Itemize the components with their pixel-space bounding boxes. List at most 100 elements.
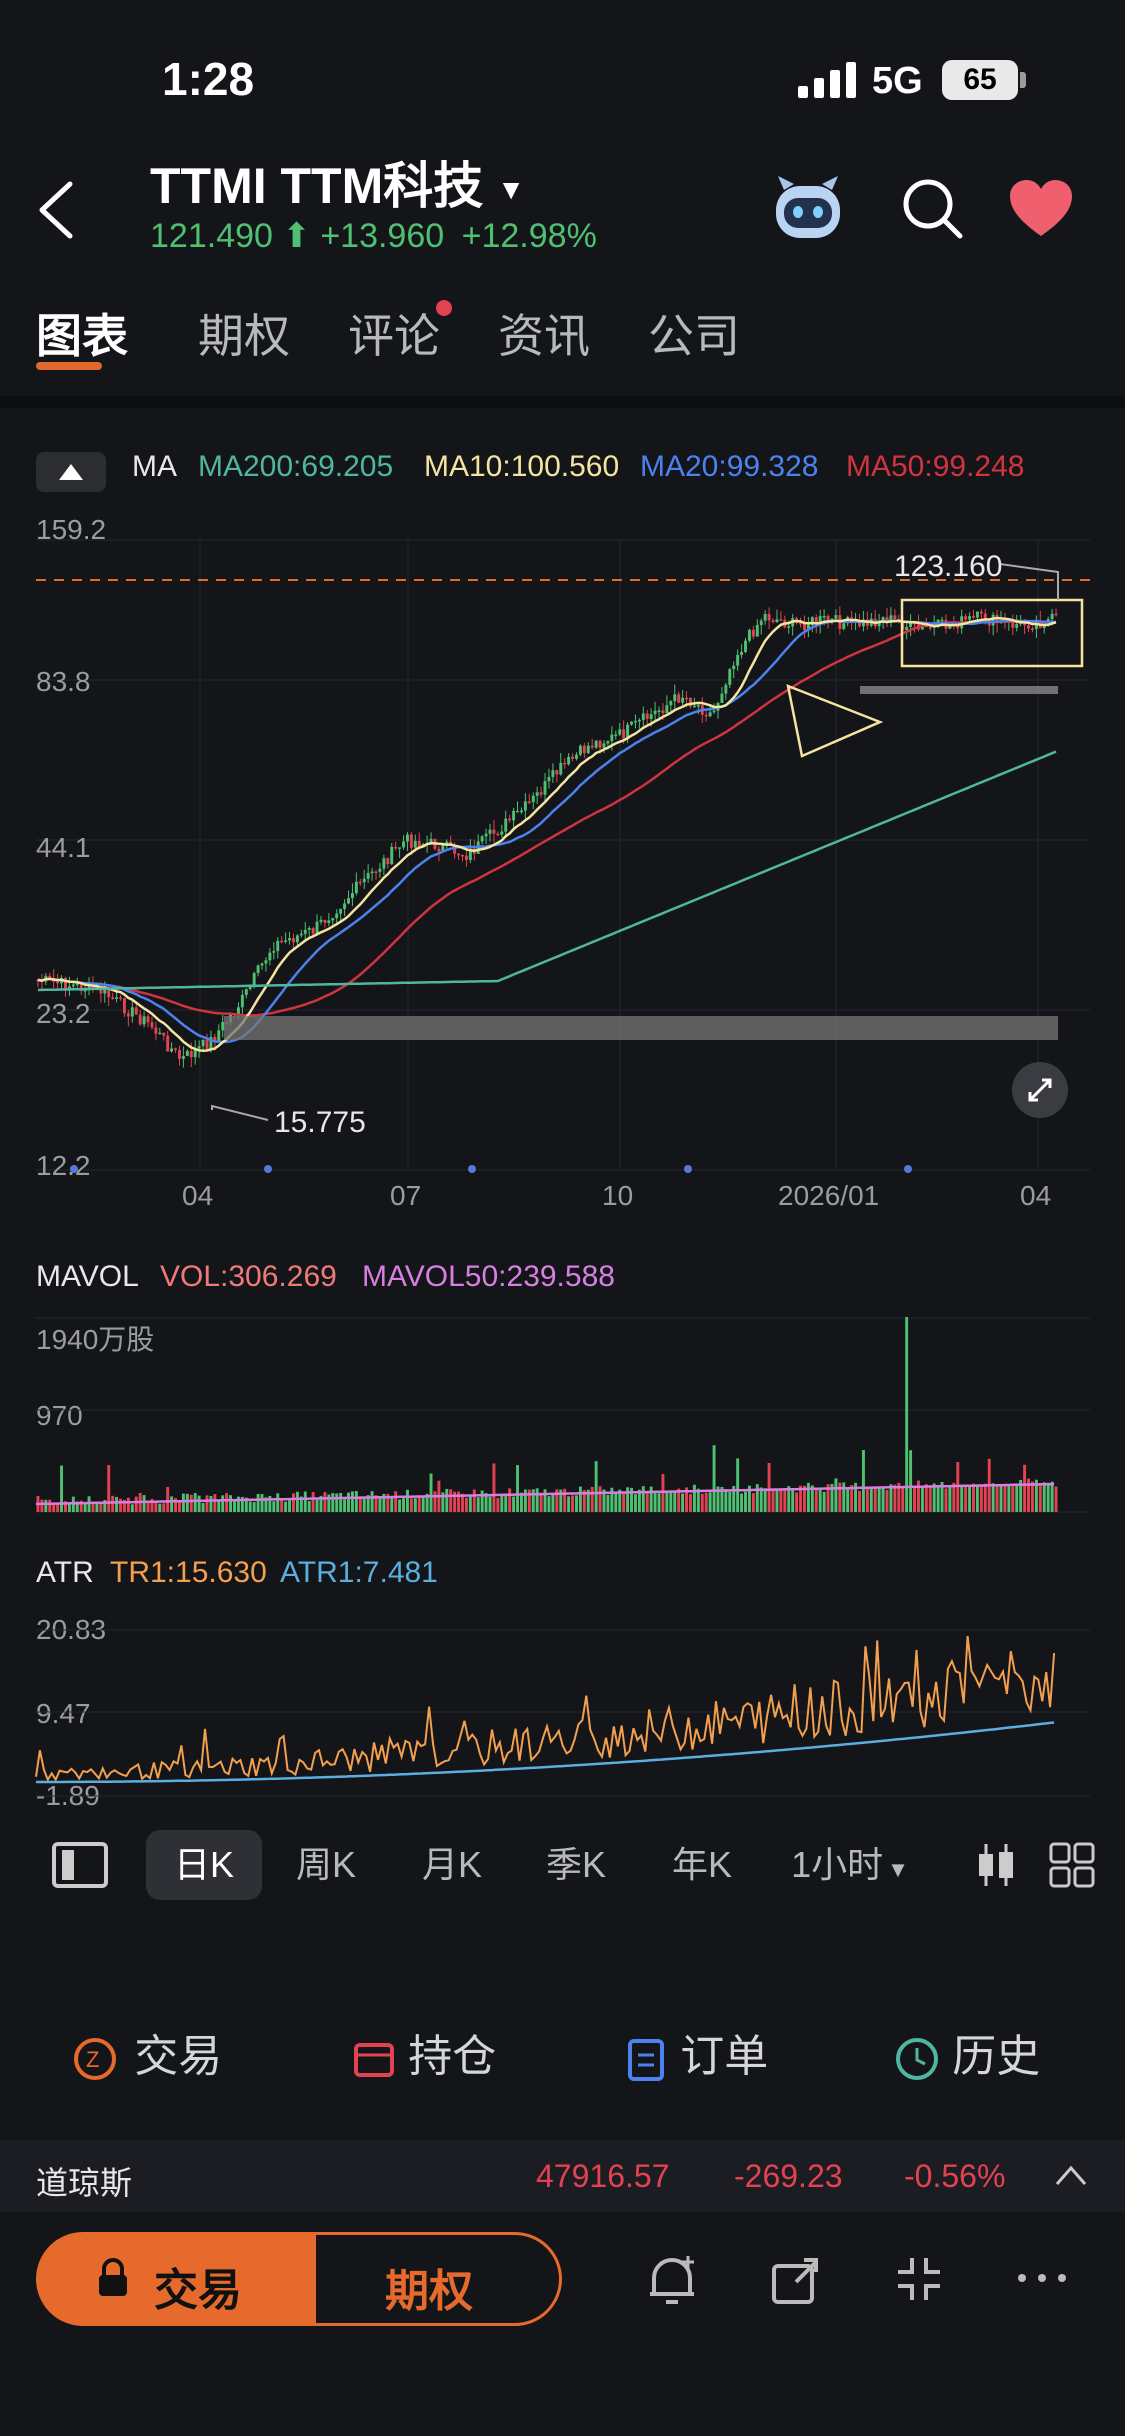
candlestick-icon[interactable]: [974, 1840, 1018, 1890]
candle-body: [645, 713, 649, 719]
candle-body: [940, 619, 944, 622]
collapse-indicator-button[interactable]: [36, 452, 106, 492]
trade-icon: Z: [74, 2038, 116, 2081]
period-month[interactable]: 月K: [421, 1844, 482, 1885]
candle-body: [618, 729, 622, 735]
tab-comments[interactable]: 评论: [348, 310, 440, 362]
period-hour[interactable]: 1小时 ▼: [780, 1830, 920, 1900]
candle-body: [744, 640, 747, 652]
candle-body: [755, 624, 759, 637]
search-icon[interactable]: [900, 176, 964, 240]
candle-body: [307, 928, 311, 930]
candle-body: [826, 615, 830, 621]
candle-body: [56, 981, 60, 984]
volume-bar: [433, 1491, 437, 1512]
action-orders[interactable]: 订单: [624, 2020, 768, 2084]
candle-body: [166, 1035, 170, 1052]
candle-body: [158, 1032, 162, 1035]
period-year[interactable]: 年K: [671, 1844, 732, 1885]
expand-icon[interactable]: [1012, 1062, 1068, 1118]
volume-bar: [343, 1499, 347, 1512]
mavol-label: MAVOL: [36, 1260, 139, 1293]
candle-body: [272, 951, 276, 953]
options-button[interactable]: 期权: [290, 2232, 562, 2326]
action-trade[interactable]: Z 交易: [72, 2020, 222, 2084]
candle-body: [803, 623, 806, 631]
volume-bar: [653, 1491, 657, 1512]
x-tick: 04: [1020, 1180, 1052, 1211]
candle-body: [893, 615, 897, 620]
period-day[interactable]: 日K: [146, 1830, 262, 1900]
volume-bar: [268, 1495, 272, 1512]
collapse-screen-icon[interactable]: [894, 2254, 944, 2304]
candle-body: [1054, 613, 1058, 616]
tab-chart[interactable]: 图表: [36, 310, 128, 362]
volume-bar: [75, 1501, 79, 1512]
volume-bar: [889, 1484, 893, 1512]
candle-body: [260, 963, 264, 966]
chevron-up-icon[interactable]: [1054, 2162, 1088, 2188]
volume-bar: [649, 1486, 653, 1512]
volume-bar: [319, 1495, 323, 1512]
volume-bar: [366, 1495, 370, 1512]
dropdown-caret-icon: ▼: [887, 1857, 909, 1882]
candle-body: [492, 829, 496, 834]
favorite-heart-icon[interactable]: [1008, 178, 1074, 238]
volume-bar: [347, 1492, 350, 1512]
more-icon[interactable]: [1016, 2270, 1068, 2286]
candle-body: [594, 740, 598, 748]
candle-body: [362, 878, 366, 883]
candle-body: [551, 770, 555, 777]
candle-body: [354, 881, 358, 894]
trade-button[interactable]: 交易: [36, 2232, 316, 2326]
volume-bar: [362, 1496, 366, 1512]
share-icon[interactable]: [770, 2252, 822, 2308]
action-history[interactable]: 历史: [894, 2020, 1040, 2084]
candle-body: [122, 998, 126, 1014]
index-ticker[interactable]: 道琼斯 47916.57 -269.23 -0.56%: [0, 2140, 1125, 2212]
volume-bar: [189, 1494, 193, 1512]
volume-bar: [1011, 1486, 1015, 1512]
tab-news[interactable]: 资讯: [498, 310, 590, 362]
layout-toggle-icon[interactable]: [50, 1840, 110, 1890]
candle-body: [417, 840, 421, 848]
stock-title[interactable]: TTMI TTM科技 ▼: [150, 146, 525, 218]
signal-icon: [798, 62, 856, 98]
volume-bar: [398, 1499, 402, 1512]
event-dot: [904, 1165, 912, 1173]
tab-options[interactable]: 期权: [198, 310, 290, 362]
candle-body: [861, 619, 865, 627]
volume-bar: [1034, 1479, 1038, 1512]
candle-body: [138, 1014, 142, 1025]
candle-body: [571, 756, 575, 759]
bell-add-icon[interactable]: [644, 2250, 700, 2310]
candle-body: [134, 1007, 138, 1015]
volume-bar: [834, 1478, 838, 1512]
candle-body: [468, 848, 472, 860]
volume-bar: [315, 1499, 319, 1512]
candle-body: [484, 833, 488, 837]
volume-bar: [225, 1493, 229, 1512]
candle-body: [366, 872, 370, 879]
robot-assistant-icon[interactable]: [770, 172, 846, 242]
back-arrow-icon[interactable]: [36, 180, 76, 240]
candle-body: [252, 973, 256, 986]
action-trade-label: 交易: [134, 2032, 223, 2081]
price-chart[interactable]: [0, 500, 1125, 1240]
volume-bar: [673, 1491, 677, 1512]
grid-icon[interactable]: [1048, 1840, 1096, 1890]
volume-bar: [453, 1491, 457, 1512]
action-positions[interactable]: 持仓: [352, 2020, 496, 2084]
period-week[interactable]: 周K: [295, 1844, 356, 1885]
candle-body: [590, 745, 594, 748]
volume-bar: [1054, 1486, 1058, 1512]
volume-bar: [779, 1489, 783, 1512]
tab-company[interactable]: 公司: [648, 310, 740, 362]
volume-bar: [830, 1483, 834, 1512]
period-hour-label: 1小时: [791, 1844, 884, 1885]
volume-bar: [897, 1482, 901, 1512]
volume-bar: [905, 1317, 909, 1512]
candle-body: [673, 694, 677, 702]
period-quarter[interactable]: 季K: [545, 1844, 606, 1885]
candle-body: [142, 1016, 146, 1025]
